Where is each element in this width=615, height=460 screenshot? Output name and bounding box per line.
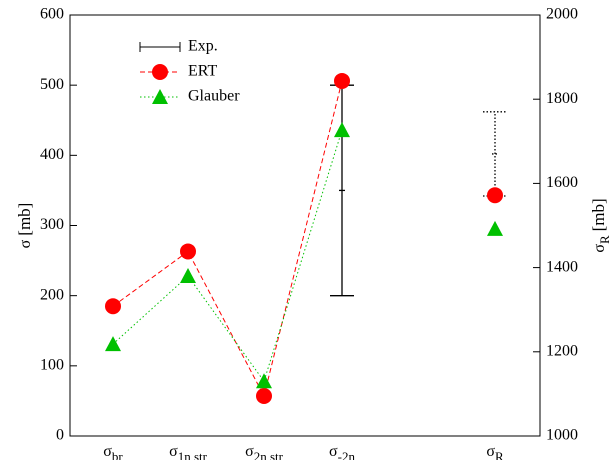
marker-circle (256, 388, 272, 405)
x-tick-label: σR (486, 443, 504, 460)
y2-axis-label: σR [mb] (589, 198, 612, 252)
y-tick-label: 500 (40, 76, 64, 93)
y-tick-label: 0 (56, 427, 64, 444)
marker-triangle (487, 220, 503, 236)
marker-circle (487, 187, 503, 204)
y-axis-label: σ [mb] (15, 203, 34, 249)
x-tick-label-symbol: σ (486, 443, 495, 460)
y2-tick-label: 1400 (546, 258, 578, 275)
y2-axis-label-unit: [mb] (589, 198, 608, 231)
y-tick-label: 300 (40, 216, 64, 233)
x-tick-label: σ1n str (169, 443, 208, 460)
x-tick-label-sub: 1n str (178, 449, 208, 460)
y2-tick-label: 1600 (546, 174, 578, 191)
marker-triangle (105, 336, 121, 352)
y2-tick-label: 2000 (546, 6, 578, 23)
x-tick-label: σbr (103, 443, 123, 460)
error-bar (483, 111, 507, 197)
x-tick-label-sub: R (495, 449, 504, 460)
legend-label: Exp. (188, 38, 218, 55)
marker-triangle (334, 122, 350, 138)
marker-circle (105, 298, 121, 315)
marker-circle (334, 72, 350, 89)
error-bar (330, 84, 354, 297)
marker-triangle (256, 373, 272, 389)
x-tick-label-sub: br (112, 449, 124, 460)
y2-tick-label: 1200 (546, 342, 578, 359)
y-axis-label-symbol: σ (17, 239, 34, 248)
x-tick-label: σ2n str (245, 443, 284, 460)
marker-circle (180, 243, 196, 260)
plot-frame (69, 14, 541, 437)
marker-circle (152, 64, 168, 80)
legend-label: Glauber (188, 88, 240, 105)
marker-triangle (152, 89, 168, 104)
x-tick-label: σ-2n (329, 443, 355, 460)
y-axis-label-unit: [mb] (15, 203, 34, 236)
y-tick-label: 100 (40, 357, 64, 374)
y-tick-label: 400 (40, 146, 64, 163)
x-tick-label-symbol: σ (103, 443, 112, 460)
x-tick-label-symbol: σ (169, 443, 178, 460)
y2-tick-label: 1800 (546, 90, 578, 107)
series-line (112, 129, 343, 383)
x-tick-label-sub: 2n str (254, 449, 284, 460)
y2-axis-label-sub: R (597, 235, 612, 244)
series-line (112, 80, 343, 398)
y2-axis-label-symbol: σ (591, 244, 608, 253)
y2-tick-label: 1000 (546, 427, 578, 444)
x-tick-label-sub: -2n (338, 449, 356, 460)
marker-triangle (180, 268, 196, 284)
y-tick-label: 600 (40, 6, 64, 23)
x-tick-label-symbol: σ (329, 443, 338, 460)
x-tick-label-symbol: σ (245, 443, 254, 460)
legend-label: ERT (188, 63, 217, 80)
y-tick-label: 200 (40, 286, 64, 303)
